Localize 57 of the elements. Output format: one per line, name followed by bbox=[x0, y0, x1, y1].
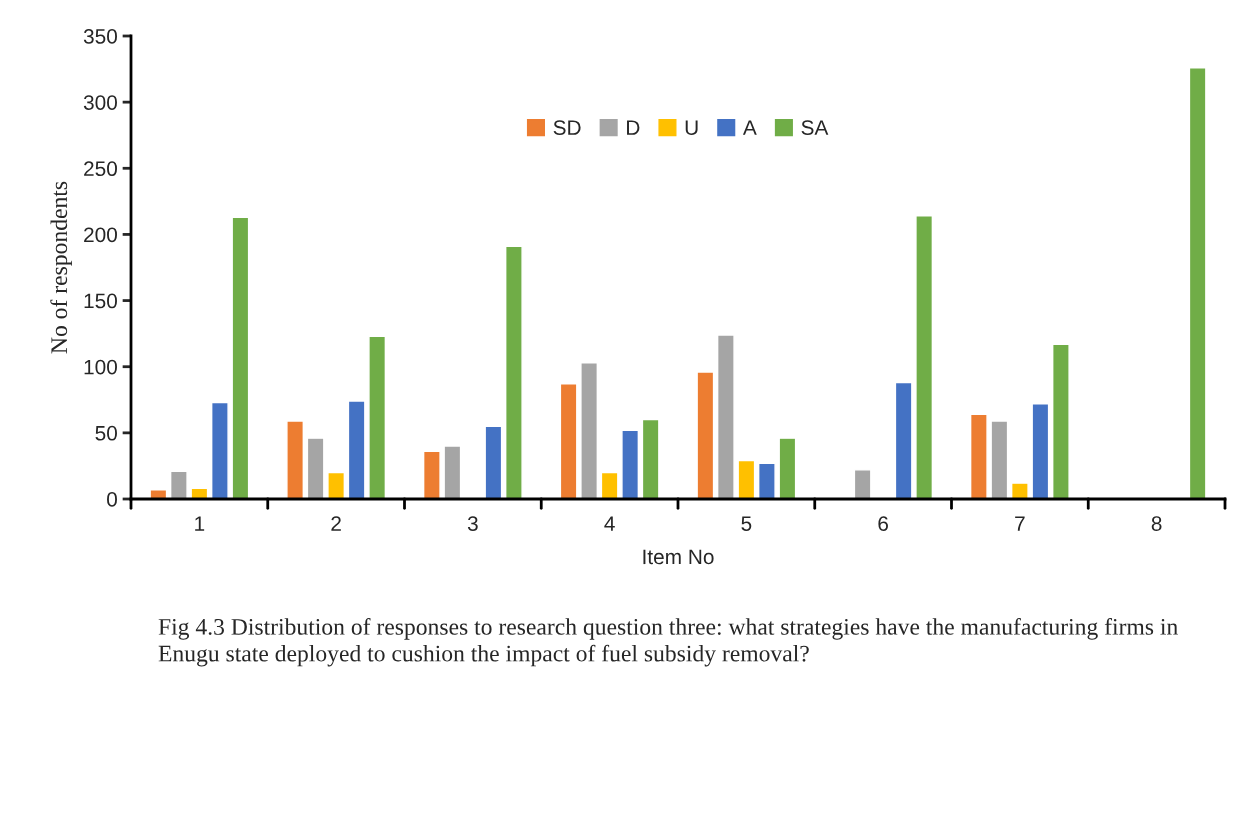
x-tick-label: 4 bbox=[604, 516, 615, 531]
bar bbox=[1010, 482, 1029, 499]
bar bbox=[368, 335, 387, 499]
bar bbox=[306, 437, 325, 499]
x-tick-label: 5 bbox=[741, 516, 752, 531]
x-tick-label: 1 bbox=[195, 516, 205, 531]
y-tick-label: 150 bbox=[84, 293, 117, 309]
bar bbox=[737, 459, 756, 499]
bar bbox=[716, 334, 735, 499]
bar bbox=[641, 418, 660, 499]
bar bbox=[210, 401, 229, 499]
bar bbox=[757, 462, 776, 499]
y-tick-label: 350 bbox=[83, 29, 117, 44]
bar bbox=[894, 381, 913, 499]
y-tick-label: 50 bbox=[95, 425, 117, 441]
bar bbox=[443, 445, 462, 499]
x-tick-label: 3 bbox=[467, 516, 478, 531]
bar bbox=[915, 215, 934, 499]
bar bbox=[190, 487, 209, 499]
bar bbox=[1031, 403, 1050, 499]
x-tick-label: 6 bbox=[878, 516, 888, 531]
y-tick-label: 0 bbox=[107, 492, 117, 507]
bar bbox=[990, 420, 1009, 499]
legend-label: SA bbox=[801, 120, 829, 135]
bar bbox=[778, 437, 797, 499]
legend-label: U bbox=[685, 120, 698, 135]
y-tick-label: 100 bbox=[84, 359, 117, 375]
x-tick-label: 7 bbox=[1015, 516, 1025, 531]
bar bbox=[149, 489, 168, 499]
y-tick-label: 200 bbox=[84, 227, 117, 243]
y-axis-title: No of respondents bbox=[50, 181, 72, 354]
bar bbox=[484, 425, 503, 499]
legend-label: D bbox=[627, 120, 640, 135]
x-tick-label: 8 bbox=[1151, 516, 1162, 531]
y-tick-label: 250 bbox=[84, 161, 117, 177]
bar bbox=[696, 371, 715, 499]
bar bbox=[853, 469, 872, 499]
bar bbox=[347, 400, 366, 499]
x-axis-title: Item No bbox=[643, 549, 714, 565]
legend-label: A bbox=[742, 120, 757, 135]
bar bbox=[327, 471, 346, 499]
bar bbox=[286, 420, 304, 499]
bar bbox=[621, 429, 640, 499]
x-tick-label: 2 bbox=[331, 516, 341, 531]
bar bbox=[580, 362, 599, 499]
bar bbox=[559, 383, 578, 499]
bar bbox=[600, 471, 619, 499]
legend-label: SD bbox=[553, 120, 581, 135]
y-tick-label: 300 bbox=[83, 95, 117, 110]
bar bbox=[169, 470, 188, 499]
bar bbox=[1188, 67, 1207, 499]
bar bbox=[504, 245, 523, 499]
caption: Fig 4.3 Distribution of responses to research question three: what strategies have the manufacturing firms in Enugu state deployed to cushion the impact of fuel subsidy removal? bbox=[158, 618, 1178, 667]
bar bbox=[969, 413, 988, 499]
bar bbox=[231, 216, 250, 499]
bar bbox=[422, 450, 441, 499]
bar bbox=[1051, 343, 1070, 499]
